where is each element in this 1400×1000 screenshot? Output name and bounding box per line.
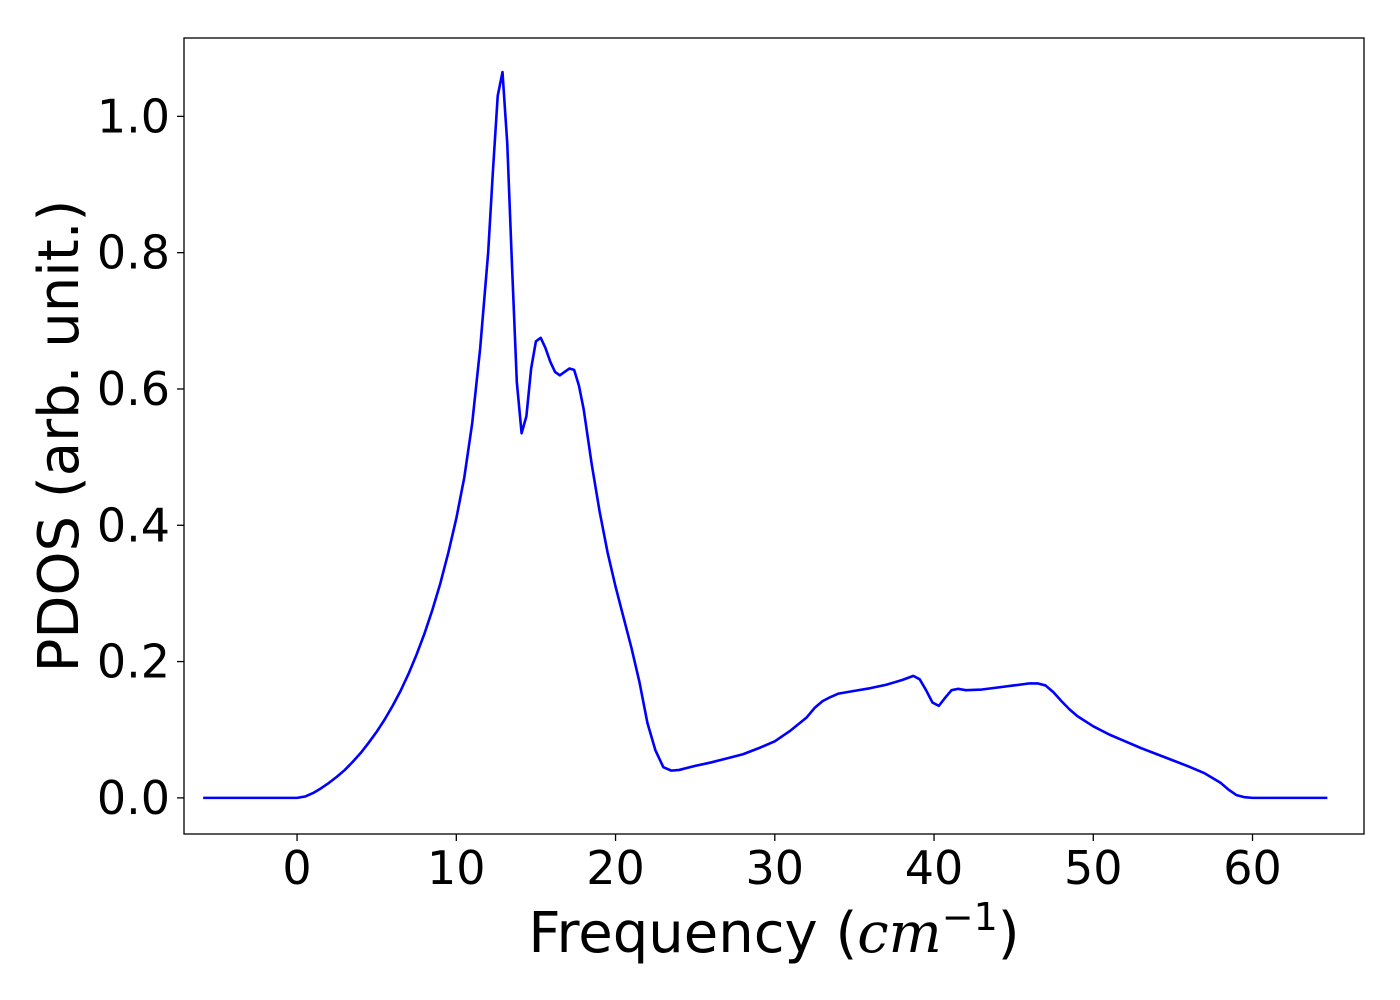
x-tick-label: 0 — [282, 841, 311, 895]
pdos-series-line — [203, 70, 1328, 800]
x-tick-label: 30 — [746, 841, 805, 895]
x-axis-ticks: 0 10 20 30 40 50 60 — [282, 834, 1282, 895]
x-tick-label: 10 — [427, 841, 486, 895]
x-tick-label: 50 — [1064, 841, 1123, 895]
y-tick-label: 0.8 — [97, 226, 170, 280]
x-tick-label: 60 — [1223, 841, 1282, 895]
y-tick-label: 0.4 — [97, 498, 170, 552]
series-layer — [203, 70, 1328, 800]
plot-frame — [183, 37, 1365, 835]
y-tick-label: 1.0 — [97, 89, 170, 143]
y-axis-label: PDOS (arb. unit.) — [27, 200, 92, 673]
y-tick-label: 0.6 — [97, 362, 170, 416]
y-tick-label: 0.2 — [97, 635, 170, 689]
y-tick-label: 0.0 — [97, 771, 170, 825]
y-axis-ticks: 0.0 0.2 0.4 0.6 0.8 1.0 — [97, 89, 184, 825]
x-tick-label: 40 — [905, 841, 964, 895]
plot-area — [184, 38, 1364, 834]
x-axis-label: Frequency (cm−1) — [528, 895, 1019, 966]
x-tick-label: 20 — [586, 841, 645, 895]
